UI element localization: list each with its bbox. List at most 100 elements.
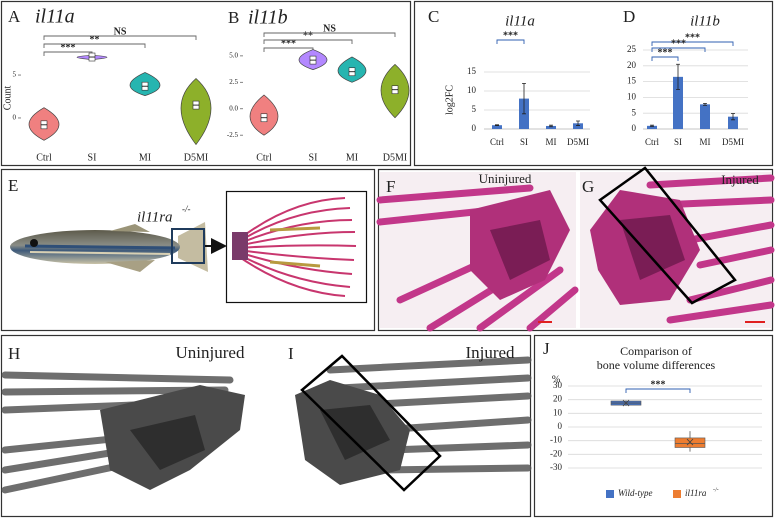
x-tick-label: Ctrl [645,137,660,147]
y-tick-label: 5.0 [229,51,238,59]
legend-label-sup: -/- [713,487,719,493]
y-tick-label: 2.5 [229,78,238,86]
significance-label: *** [281,38,296,49]
legend-swatch [606,490,614,498]
box [674,437,706,448]
image-label: Uninjured [176,343,245,362]
bar [647,125,657,129]
chart-title: Comparison of [620,344,692,358]
x-tick-label: Ctrl [36,152,52,163]
region-box [300,354,442,492]
significance-label: *** [61,42,76,53]
genotype-label: il11ra [137,209,173,225]
significance-label: *** [503,30,518,41]
legend-label: Wild-type [618,488,653,498]
panel-frame [413,0,774,167]
y-tick-label: 0 [472,123,477,133]
panel-label: I [288,344,294,363]
panel-frame [533,334,774,518]
significance-label: NS [323,23,336,34]
x-tick-label: D5MI [722,137,744,147]
panel-label: B [228,8,239,27]
bar [673,76,683,129]
bone-image-g [580,172,775,328]
x-tick-label: Ctrl [256,152,272,163]
panel-label: F [386,177,395,196]
x-tick-label: SI [674,137,682,147]
bar [728,116,738,129]
panel-label: H [8,344,20,363]
bar [573,123,583,129]
chart-title: il11a [35,6,75,28]
y-tick-label: 20 [553,394,563,404]
significance-bracket [651,47,706,52]
box-mean [622,399,630,407]
x-tick-label: Ctrl [490,137,505,147]
legend-swatch [673,490,681,498]
panel-frame [0,0,412,167]
error-bar [495,124,499,126]
render-i [295,356,532,485]
significance-label: ** [90,34,100,45]
y-tick-label: 0.0 [229,104,238,112]
panel-frame [0,168,376,332]
y-tick-label: 10 [553,407,563,417]
significance-label: *** [685,32,700,43]
x-tick-label: MI [546,137,557,147]
significance-label: ** [303,30,313,41]
significance-label: *** [671,38,686,49]
significance-bracket [496,39,525,44]
x-tick-label: MI [700,137,711,147]
panel-label: E [8,176,18,195]
error-bar [650,124,654,127]
significance-label: NS [114,26,127,37]
panel-label: C [428,7,439,26]
panel-frame [0,334,532,518]
y-tick-label: 0 [558,421,563,431]
y-tick-label: 10 [627,91,637,101]
y-tick-label: -10 [550,435,562,445]
error-bar [576,120,580,126]
bone-image-f [376,172,579,332]
image-label: Injured [465,343,515,362]
significance-bracket [651,56,679,61]
significance-label: *** [658,47,673,58]
error-bar [703,103,707,106]
x-tick-label: SI [88,152,97,163]
zoom-box [171,228,205,264]
x-tick-label: SI [520,137,528,147]
y-tick-label: 5 [472,104,477,114]
fin-image [232,197,357,297]
image-label: Injured [721,172,759,187]
chart-title: il11b [690,13,720,29]
render-h [1,371,245,494]
y-tick-label: -20 [550,448,562,458]
x-tick-label: MI [346,152,358,163]
y-tick-label: 5 [13,71,17,79]
y-tick-label: 20 [627,60,637,70]
legend-label: il11ra [685,488,707,498]
box-mean [686,438,694,446]
bar [492,125,502,129]
y-axis-label: % [552,374,560,385]
significance-bracket [263,32,396,37]
significance-bracket [43,35,197,40]
significance-bracket [43,43,146,48]
error-bar [676,63,680,90]
chart-title: il11b [248,7,288,29]
genotype-sup: -/- [182,204,191,214]
y-tick-label: 25 [627,44,637,54]
significance-bracket [263,39,353,44]
error-bar [522,83,526,115]
x-tick-label: D5MI [567,137,589,147]
y-tick-label: 15 [467,66,477,76]
bar [546,125,556,129]
x-tick-label: D5MI [383,152,407,163]
chart-title: bone volume differences [597,358,716,372]
image-label: Uninjured [479,171,532,186]
chart-title: il11a [505,13,535,29]
y-tick-label: 0 [13,114,17,122]
y-tick-label: 5 [632,107,637,117]
bar [700,104,710,129]
